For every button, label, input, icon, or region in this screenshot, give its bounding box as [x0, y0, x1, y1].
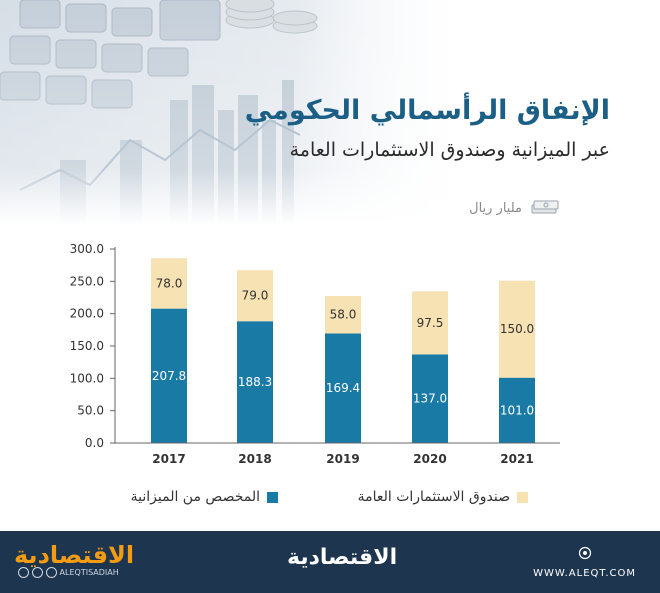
legend-item-pif: صندوق الاستثمارات العامة	[358, 489, 528, 505]
bar-segment	[237, 321, 273, 443]
bar-segment	[412, 354, 448, 443]
bar-segment	[325, 333, 361, 443]
bar-segment	[151, 258, 187, 309]
bar-segment	[325, 295, 361, 334]
x-tick-label: 2019	[326, 452, 359, 466]
bar-segment	[237, 270, 273, 322]
data-label: 188.3	[238, 375, 272, 389]
legend-swatch-pif	[517, 491, 528, 503]
twitter-icon[interactable]	[18, 567, 29, 578]
footer-bar: الاقتصادية ALEQTISADIAH الاقتصادية WWW.A…	[0, 531, 660, 593]
x-tick-label: 2020	[413, 452, 446, 466]
chart-subtitle: عبر الميزانية وصندوق الاستثمارات العامة	[289, 139, 610, 161]
brand-logo-center: الاقتصادية	[287, 545, 398, 570]
data-label: 79.0	[242, 289, 269, 303]
y-tick-label: 0.0	[85, 436, 104, 450]
legend: صندوق الاستثمارات العامة المخصص من الميز…	[0, 483, 660, 513]
money-stack-icon	[530, 197, 560, 219]
stacked-bar-chart: 0.0 50.0 100.0 150.0 200.0 250.0 300.0 207.8 78…	[70, 242, 560, 466]
data-label: 58.0	[330, 308, 357, 322]
data-label: 150.0	[500, 322, 534, 336]
chart-title: الإنفاق الرأسمالي الحكومي	[244, 95, 610, 126]
legend-swatch-budget	[267, 491, 278, 503]
y-axis: 0.0 50.0 100.0 150.0 200.0 250.0 300.0	[70, 242, 116, 450]
y-tick-label: 100.0	[70, 371, 104, 385]
facebook-icon[interactable]	[46, 567, 57, 578]
x-tick-label: 2021	[500, 452, 533, 466]
bar-segment	[151, 308, 187, 443]
data-label: 97.5	[417, 316, 444, 330]
y-tick-label: 150.0	[70, 339, 104, 353]
x-axis: 2017 2018 2019 2020 2021	[115, 442, 560, 466]
y-tick-label: 50.0	[77, 404, 104, 418]
data-label: 169.4	[326, 381, 360, 395]
footer-brand-left: الاقتصادية ALEQTISADIAH	[14, 541, 134, 578]
globe-icon	[578, 545, 592, 564]
y-tick-label: 200.0	[70, 307, 104, 321]
social-handle[interactable]: ALEQTISADIAH	[59, 568, 119, 577]
instagram-icon[interactable]	[32, 567, 43, 578]
header-background-art	[0, 0, 660, 225]
unit-row: مليار ريال	[469, 197, 560, 219]
y-tick-label: 300.0	[70, 242, 104, 256]
data-label: 207.8	[152, 369, 186, 383]
y-tick-label: 250.0	[70, 274, 104, 288]
social-icons	[18, 567, 57, 578]
data-label: 101.0	[500, 403, 534, 417]
footer-website: WWW.ALEQT.COM	[533, 545, 636, 579]
x-tick-label: 2017	[152, 452, 185, 466]
data-label: 137.0	[413, 392, 447, 406]
bar-segment	[499, 280, 535, 378]
data-label: 78.0	[156, 276, 183, 290]
legend-item-budget: المخصص من الميزانية	[131, 489, 278, 505]
bar-segment	[412, 291, 448, 355]
unit-label: مليار ريال	[469, 200, 522, 216]
social-handle-row: ALEQTISADIAH	[14, 567, 134, 578]
legend-label-pif: صندوق الاستثمارات العامة	[357, 489, 510, 505]
bar-segment	[499, 377, 535, 443]
brand-logo-left: الاقتصادية	[14, 541, 135, 569]
x-tick-label: 2018	[238, 452, 271, 466]
bars-group: 207.8 78.0 188.3 79.0 169.4 58.0 137.0 97.5 101.…	[151, 258, 535, 443]
website-link[interactable]: WWW.ALEQT.COM	[533, 568, 636, 579]
legend-label-budget: المخصص من الميزانية	[130, 489, 260, 505]
